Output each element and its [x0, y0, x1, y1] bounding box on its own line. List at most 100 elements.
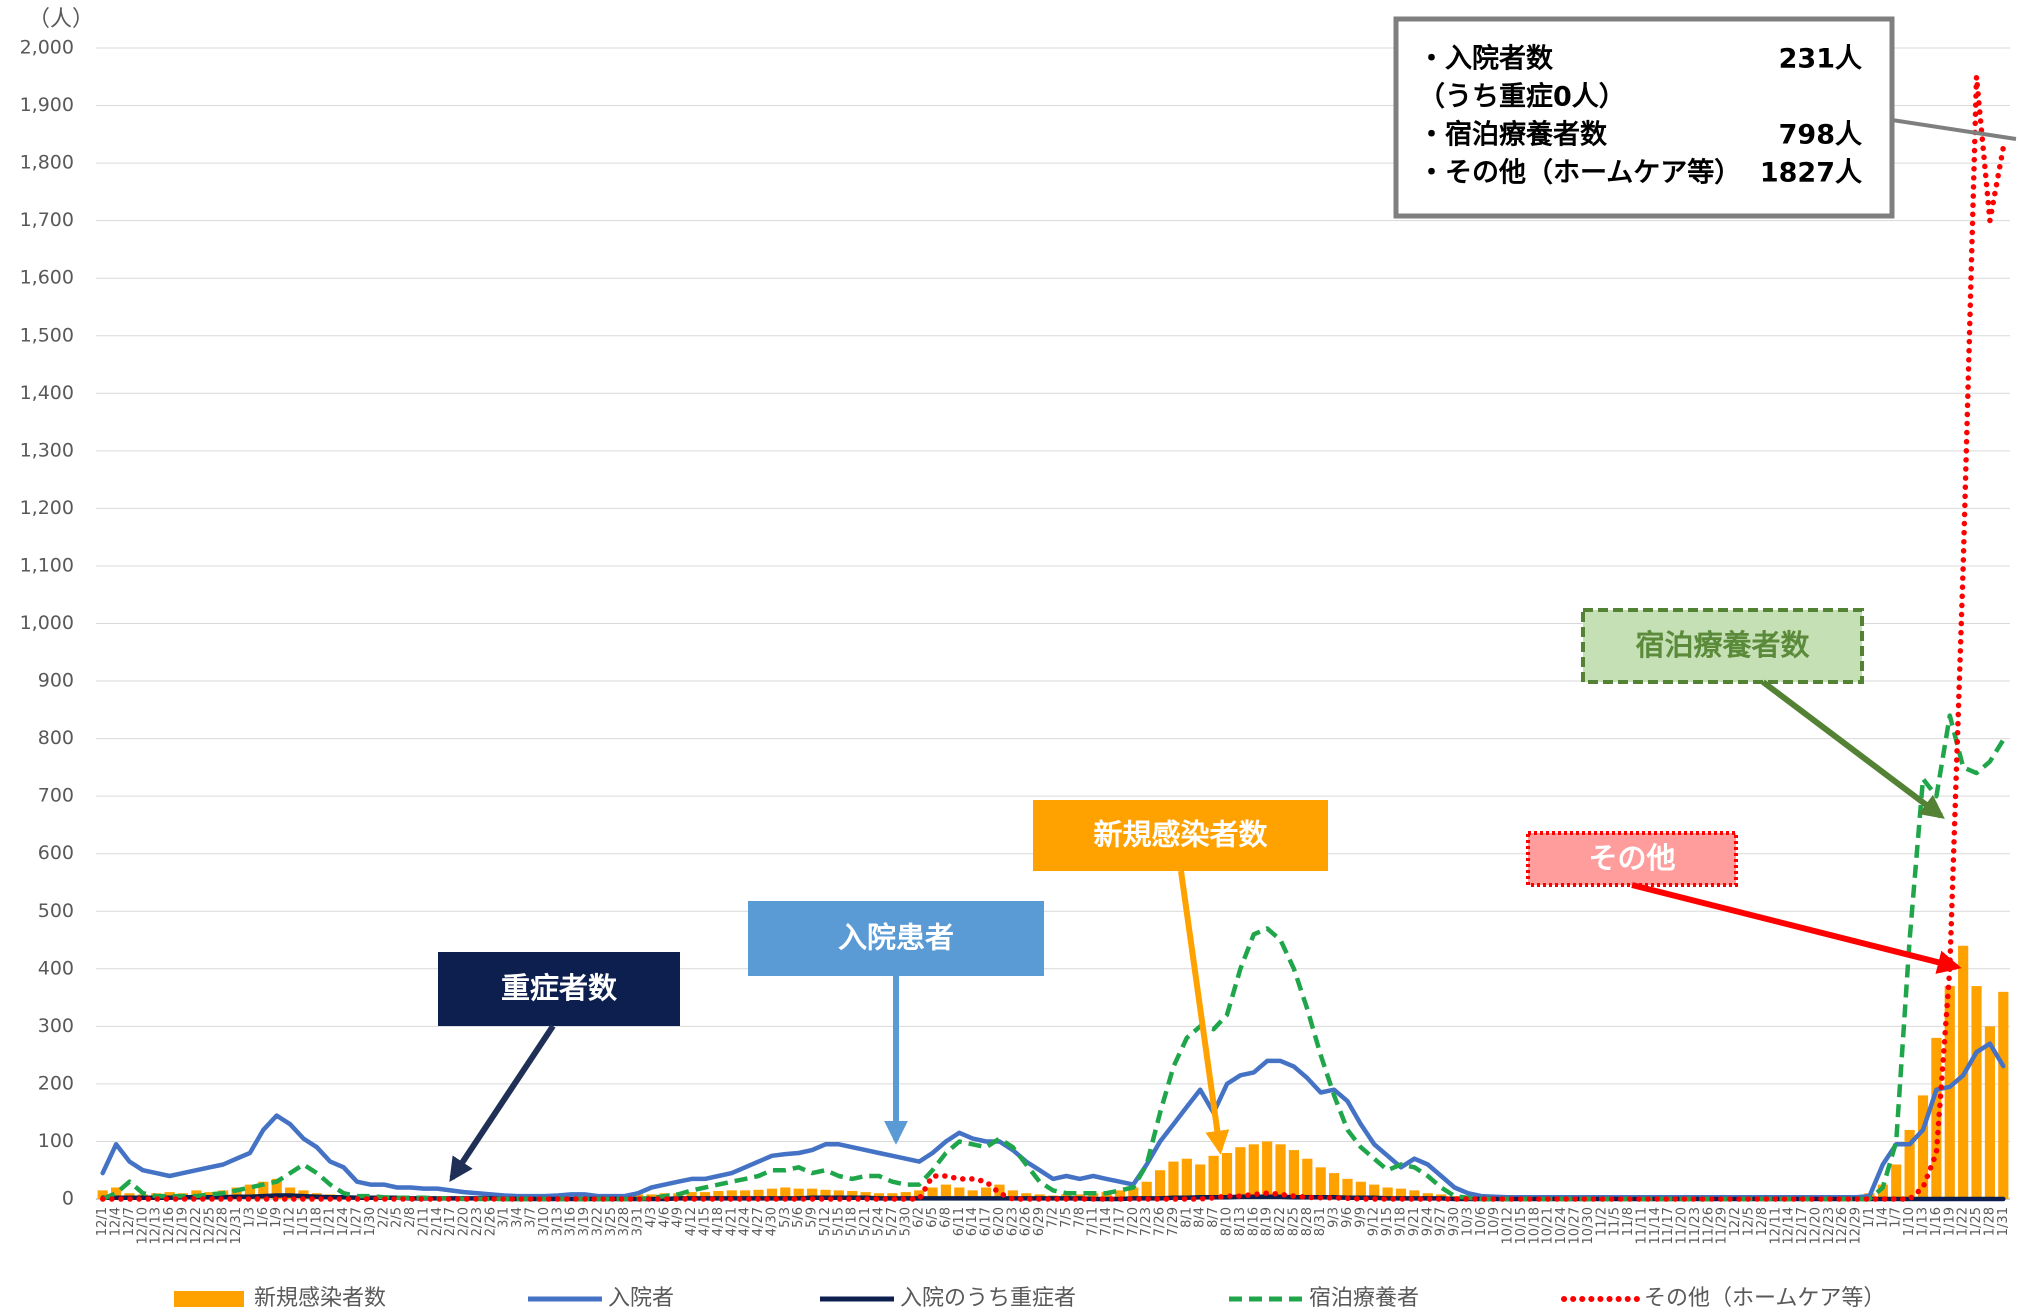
x-tick-label: 1/22 — [1956, 1207, 1971, 1236]
bar — [753, 1189, 764, 1199]
bar — [1288, 1150, 1300, 1199]
annotation-box — [1526, 831, 1738, 887]
bar — [847, 1190, 858, 1199]
x-tick-label: 3/25 — [604, 1207, 619, 1236]
bar — [284, 1187, 296, 1199]
x-tick-label: 8/13 — [1233, 1207, 1248, 1236]
x-tick-label: 11/14 — [1648, 1207, 1663, 1244]
legend-label: 宿泊療養者 — [1309, 1286, 1419, 1311]
bar — [164, 1192, 175, 1199]
x-tick-label: 11/20 — [1675, 1207, 1690, 1244]
bar — [994, 1184, 1005, 1199]
x-tick-label: 12/13 — [149, 1207, 164, 1244]
series-line — [101, 713, 2006, 1202]
x-tick-label: 5/9 — [805, 1207, 820, 1228]
bar — [1262, 1141, 1273, 1199]
bar — [97, 1190, 108, 1199]
bar — [1021, 1193, 1032, 1199]
x-tick-label: 1/12 — [283, 1207, 298, 1236]
bar — [766, 1188, 778, 1199]
bar — [1931, 1037, 1942, 1199]
x-tick-label: 3/1 — [497, 1207, 512, 1228]
x-tick-label: 7/23 — [1139, 1207, 1154, 1236]
x-tick-label: 2/2 — [376, 1207, 391, 1228]
bar — [1088, 1193, 1099, 1199]
x-tick-label: 10/24 — [1554, 1207, 1569, 1244]
y-tick-label: 1,800 — [20, 152, 74, 174]
legend-label: 入院者 — [608, 1286, 674, 1311]
bar — [1235, 1147, 1246, 1199]
annotation-text: 新規感染者数 — [1093, 818, 1268, 852]
legend-label: 新規感染者数 — [254, 1286, 386, 1311]
bar — [1328, 1173, 1340, 1199]
bar — [1342, 1178, 1353, 1199]
x-tick-label: 12/19 — [176, 1207, 191, 1244]
x-tick-label: 8/22 — [1273, 1207, 1288, 1236]
x-tick-label: 10/15 — [1514, 1207, 1529, 1244]
x-tick-label: 11/2 — [1594, 1207, 1609, 1236]
x-tick-label: 9/9 — [1353, 1207, 1368, 1228]
x-tick-label: 12/31 — [229, 1207, 244, 1244]
y-tick-label: 200 — [38, 1072, 74, 1094]
x-tick-label: 5/6 — [791, 1207, 806, 1228]
x-tick-label: 12/10 — [135, 1207, 150, 1244]
bar — [726, 1190, 737, 1199]
x-tick-label: 1/21 — [323, 1207, 338, 1236]
x-tick-label: 5/27 — [885, 1207, 900, 1236]
bar — [1355, 1181, 1366, 1199]
legend-label: その他（ホームケア等） — [1644, 1286, 1885, 1311]
series-line — [100, 1041, 2006, 1200]
x-tick-label: 9/3 — [1327, 1207, 1342, 1228]
bar — [1007, 1190, 1018, 1199]
bar — [780, 1187, 791, 1199]
x-tick-label: 12/28 — [216, 1207, 231, 1244]
y-tick-label: 900 — [38, 670, 74, 692]
x-tick-label: 4/27 — [751, 1207, 766, 1236]
x-tick-label: 3/13 — [550, 1207, 565, 1236]
x-tick-label: 9/6 — [1340, 1207, 1355, 1228]
x-tick-label: 12/7 — [122, 1207, 137, 1236]
x-tick-label: 9/21 — [1407, 1207, 1422, 1236]
x-tick-label: 7/5 — [1059, 1207, 1074, 1228]
x-tick-label: 9/18 — [1394, 1207, 1409, 1236]
x-tick-label: 1/6 — [256, 1207, 271, 1228]
x-tick-label: 1/1 — [1862, 1207, 1877, 1228]
y-tick-label: 1,600 — [20, 267, 74, 289]
bar — [927, 1187, 938, 1199]
series-line — [99, 74, 2007, 1202]
x-tick-label: 3/7 — [524, 1207, 539, 1228]
bar — [1382, 1187, 1393, 1199]
x-tick-label: 1/16 — [1929, 1207, 1944, 1236]
y-tick-label: 1,700 — [20, 209, 74, 231]
x-tick-label: 9/15 — [1380, 1207, 1395, 1236]
bar — [820, 1189, 831, 1199]
y-tick-label: 1,500 — [20, 324, 74, 346]
x-tick-label: 10/30 — [1581, 1207, 1596, 1244]
bar — [1395, 1188, 1407, 1199]
x-tick-label: 12/20 — [1808, 1207, 1823, 1244]
bar — [1917, 1095, 1929, 1199]
x-tick-label: 5/15 — [831, 1207, 846, 1236]
bar — [1409, 1190, 1420, 1199]
annotation-box — [438, 952, 680, 1026]
x-tick-label: 12/29 — [1849, 1207, 1864, 1244]
x-tick-label: 12/2 — [1728, 1207, 1743, 1236]
x-tick-label: 2/26 — [483, 1207, 498, 1236]
x-tick-label: 9/24 — [1420, 1207, 1435, 1236]
x-tick-label: 9/27 — [1434, 1207, 1449, 1236]
x-tick-label: 4/15 — [698, 1207, 713, 1236]
x-tick-label: 11/11 — [1634, 1207, 1649, 1244]
x-tick-label: 4/9 — [671, 1207, 686, 1228]
bar — [1154, 1170, 1166, 1199]
x-tick-label: 11/8 — [1621, 1207, 1636, 1236]
bar — [231, 1187, 242, 1199]
x-tick-label: 4/30 — [764, 1207, 779, 1236]
x-tick-label: 7/2 — [1046, 1207, 1061, 1228]
bar — [873, 1193, 885, 1199]
x-tick-label: 7/29 — [1166, 1207, 1181, 1236]
y-tick-label: 800 — [38, 727, 74, 749]
x-tick-label: 1/25 — [1969, 1207, 1984, 1236]
bar — [793, 1188, 804, 1199]
x-tick-label: 12/25 — [202, 1207, 217, 1244]
x-tick-label: 4/3 — [644, 1207, 659, 1228]
